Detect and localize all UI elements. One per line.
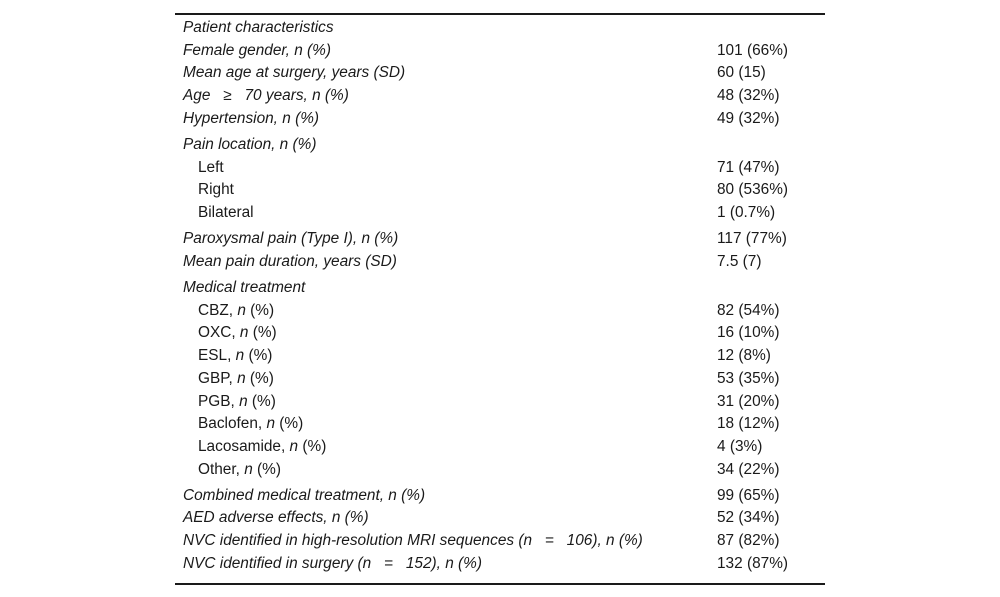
row-value: 31 (20%) (717, 392, 780, 410)
row-label: Patient characteristics (183, 19, 334, 36)
table-bottom-rule (175, 582, 825, 585)
row-value: 99 (65%) (717, 486, 780, 504)
row-value: 1 (0.7%) (717, 204, 776, 221)
table-row: CBZ, n (%) 82 (54%) (175, 300, 825, 323)
row-label: GBP, n (%) (198, 369, 274, 387)
row-label: OXC, n (%) (198, 324, 277, 342)
table-body: Patient characteristics Female gender, n … (175, 15, 825, 583)
row-value (717, 134, 825, 157)
row-value: 12 (8%) (717, 347, 771, 365)
row-value: 117 (77%) (717, 230, 787, 248)
row-value (717, 17, 825, 40)
row-label: ESL, n (%) (198, 347, 273, 365)
table-row: Pain location, n (%) (175, 134, 825, 157)
table-row: GBP, n (%) 53 (35%) (175, 368, 825, 391)
row-label: Female gender, n (%) (183, 41, 331, 59)
table-row: Baclofen, n (%) 18 (12%) (175, 413, 825, 436)
row-label: Bilateral (198, 204, 254, 221)
row-value: 34 (22%) (717, 460, 780, 478)
row-value: 71 (47%) (717, 158, 780, 176)
row-label: AED adverse effects, n (%) (183, 509, 369, 527)
row-label: Lacosamide, n (%) (198, 437, 327, 455)
row-label: Age ≥ 70 years, n (%) (183, 87, 349, 105)
row-value: 7.5 (7) (717, 252, 762, 270)
row-label: PGB, n (%) (198, 392, 276, 410)
row-label: Medical treatment (183, 279, 306, 297)
table-row: Lacosamide, n (%) 4 (3%) (175, 436, 825, 459)
row-label: Pain location, n (%) (183, 135, 317, 153)
row-value: 53 (35%) (717, 369, 780, 387)
row-value: 82 (54%) (717, 301, 780, 319)
table-row: Bilateral 1 (0.7%) (175, 202, 825, 225)
row-label: CBZ, n (%) (198, 301, 275, 319)
table-row: Patient characteristics (175, 17, 825, 40)
table-row: Paroxysmal pain (Type I), n (%) 117 (77%) (175, 228, 825, 251)
row-label: Hypertension, n (%) (183, 109, 320, 127)
row-value: 80 (536%) (717, 181, 789, 199)
table-row: Left 71 (47%) (175, 157, 825, 180)
row-value: 16 (10%) (717, 324, 780, 342)
row-label: NVC identified in surgery (n = 152), n (… (183, 554, 482, 572)
row-value: 49 (32%) (717, 109, 780, 127)
row-label: Baclofen, n (%) (198, 415, 304, 433)
table-row: OXC, n (%) 16 (10%) (175, 322, 825, 345)
row-label: Mean pain duration, years (SD) (183, 252, 397, 270)
row-value: 18 (12%) (717, 415, 780, 433)
row-label: Paroxysmal pain (Type I), n (%) (183, 230, 399, 248)
table-row: Combined medical treatment, n (%) 99 (65%… (175, 485, 825, 508)
row-value: 87 (82%) (717, 532, 780, 550)
row-label: Combined medical treatment, n (%) (183, 486, 426, 504)
row-value: 60 (15) (717, 64, 766, 82)
row-value: 48 (32%) (717, 87, 780, 105)
row-value: 132 (87%) (717, 554, 789, 572)
table-row: Medical treatment (175, 277, 825, 300)
table-row: Hypertension, n (%) 49 (32%) (175, 108, 825, 131)
row-value: 52 (34%) (717, 509, 780, 527)
table-row: NVC identified in high-resolution MRI se… (175, 530, 825, 553)
row-label: Other, n (%) (198, 460, 281, 478)
row-label: NVC identified in high-resolution MRI se… (183, 532, 643, 550)
table-row: PGB, n (%) 31 (20%) (175, 391, 825, 414)
table-row: Mean pain duration, years (SD) 7.5 (7) (175, 251, 825, 274)
row-value (717, 277, 825, 300)
table-row: ESL, n (%) 12 (8%) (175, 345, 825, 368)
table-row: NVC identified in surgery (n = 152), n (… (175, 553, 825, 576)
table-row: Age ≥ 70 years, n (%) 48 (32%) (175, 85, 825, 108)
row-value: 4 (3%) (717, 437, 763, 455)
table-row: AED adverse effects, n (%) 52 (34%) (175, 507, 825, 530)
table-row: Right 80 (536%) (175, 179, 825, 202)
table-top-rule (175, 13, 825, 15)
row-label: Right (198, 181, 234, 199)
table-row: Mean age at surgery, years (SD) 60 (15) (175, 62, 825, 85)
row-label: Mean age at surgery, years (SD) (183, 64, 406, 82)
row-label: Left (198, 158, 224, 176)
patient-characteristics-table: Patient characteristics Female gender, n … (175, 13, 825, 585)
row-value: 101 (66%) (717, 41, 789, 59)
table-row: Female gender, n (%) 101 (66%) (175, 40, 825, 63)
table-row: Other, n (%) 34 (22%) (175, 459, 825, 482)
